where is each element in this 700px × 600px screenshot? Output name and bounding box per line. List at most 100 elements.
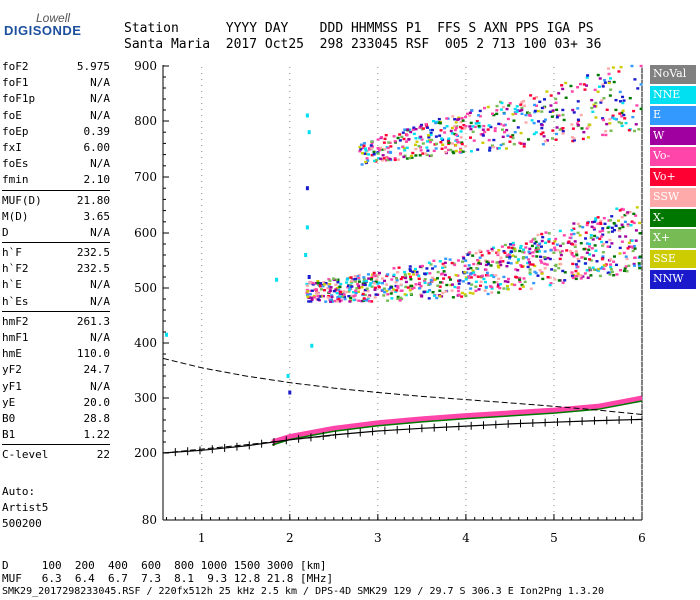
grid-dot: [553, 115, 555, 116]
grid-dot: [553, 121, 555, 122]
grid-dot: [465, 223, 467, 224]
echo-point: [497, 249, 501, 252]
echo-point: [587, 245, 591, 248]
echo-point: [418, 281, 422, 285]
echo-point: [373, 286, 377, 290]
param-group-confidence: C-level 22: [2, 447, 110, 464]
echo-point: [468, 114, 472, 117]
grid-dot: [641, 223, 643, 224]
grid-dot: [201, 277, 203, 278]
grid-dot: [553, 283, 555, 284]
echo-point: [601, 233, 605, 236]
echo-point: [510, 246, 514, 250]
echo-point: [535, 255, 539, 258]
echo-point: [538, 100, 542, 104]
echo-point: [618, 252, 622, 255]
isolated-echo: [286, 374, 290, 378]
echo-point: [409, 292, 413, 296]
echo-point: [459, 148, 463, 152]
echo-point: [334, 283, 338, 286]
echo-point: [570, 229, 574, 232]
grid-dot: [641, 415, 643, 416]
echo-point: [631, 115, 635, 119]
grid-dot: [465, 133, 467, 134]
echo-point: [418, 265, 422, 268]
legend-item-noval: NoVal: [650, 65, 696, 84]
echo-point: [485, 260, 489, 263]
echo-point: [381, 154, 385, 157]
grid-dot: [289, 511, 291, 512]
echo-point: [379, 146, 383, 150]
grid-dot: [377, 103, 379, 104]
echo-point: [451, 150, 455, 153]
echo-point: [408, 289, 412, 292]
echo-point: [561, 87, 565, 91]
echo-point: [535, 104, 539, 107]
echo-point: [533, 109, 537, 113]
echo-point: [363, 282, 367, 285]
echo-point: [514, 112, 518, 115]
grid-dot: [201, 487, 203, 488]
echo-point: [404, 276, 408, 280]
echo-point: [526, 261, 530, 265]
echo-point: [492, 275, 496, 279]
echo-point: [305, 293, 309, 296]
echo-point: [426, 290, 430, 294]
echo-point: [362, 146, 366, 150]
grid-dot: [377, 337, 379, 338]
grid-dot: [465, 493, 467, 494]
echo-point: [478, 249, 482, 252]
grid-dot: [201, 253, 203, 254]
grid-dot: [289, 319, 291, 320]
echo-point: [367, 277, 371, 280]
echo-point: [591, 266, 595, 269]
echo-point: [605, 240, 609, 244]
echo-point: [407, 128, 411, 131]
grid-dot: [553, 319, 555, 320]
echo-point: [339, 299, 343, 302]
echo-point: [536, 233, 540, 237]
echo-point: [499, 123, 503, 126]
echo-point: [394, 141, 398, 144]
param-row: hmE 110.0: [2, 346, 110, 362]
echo-point: [632, 109, 636, 113]
echo-point: [461, 119, 465, 122]
echo-point: [539, 255, 543, 259]
echo-point: [556, 249, 560, 252]
echo-point: [415, 273, 419, 276]
echo-point: [608, 245, 612, 248]
echo-point: [513, 283, 517, 287]
echo-point: [536, 274, 540, 277]
echo-point: [431, 291, 435, 294]
echo-point: [555, 126, 559, 129]
param-value: 261.3: [76, 314, 110, 328]
grid-dot: [377, 451, 379, 452]
echo-point: [430, 138, 434, 142]
grid-dot: [465, 481, 467, 482]
echo-point: [364, 288, 368, 292]
echo-point: [349, 296, 353, 300]
echo-point: [496, 253, 500, 257]
echo-point: [559, 244, 563, 248]
echo-point: [396, 271, 400, 274]
echo-point: [574, 277, 578, 281]
grid-dot: [201, 115, 203, 116]
profile-dashed-upper: [162, 357, 643, 415]
echo-point: [446, 140, 450, 143]
echo-point: [541, 277, 545, 281]
grid-dot: [289, 457, 291, 458]
echo-point: [401, 145, 405, 149]
echo-point: [495, 104, 499, 108]
echo-point: [505, 128, 509, 132]
echo-point: [409, 130, 413, 134]
x-tick-label: 5: [550, 531, 558, 545]
grid-dot: [201, 145, 203, 146]
echo-point: [458, 151, 462, 154]
echo-point: [579, 113, 583, 117]
param-label: yF1: [2, 379, 22, 393]
echo-point: [553, 269, 557, 272]
param-row: foF1p N/A: [2, 91, 110, 107]
echo-point: [487, 260, 491, 263]
grid-dot: [289, 451, 291, 452]
echo-point: [583, 272, 587, 275]
